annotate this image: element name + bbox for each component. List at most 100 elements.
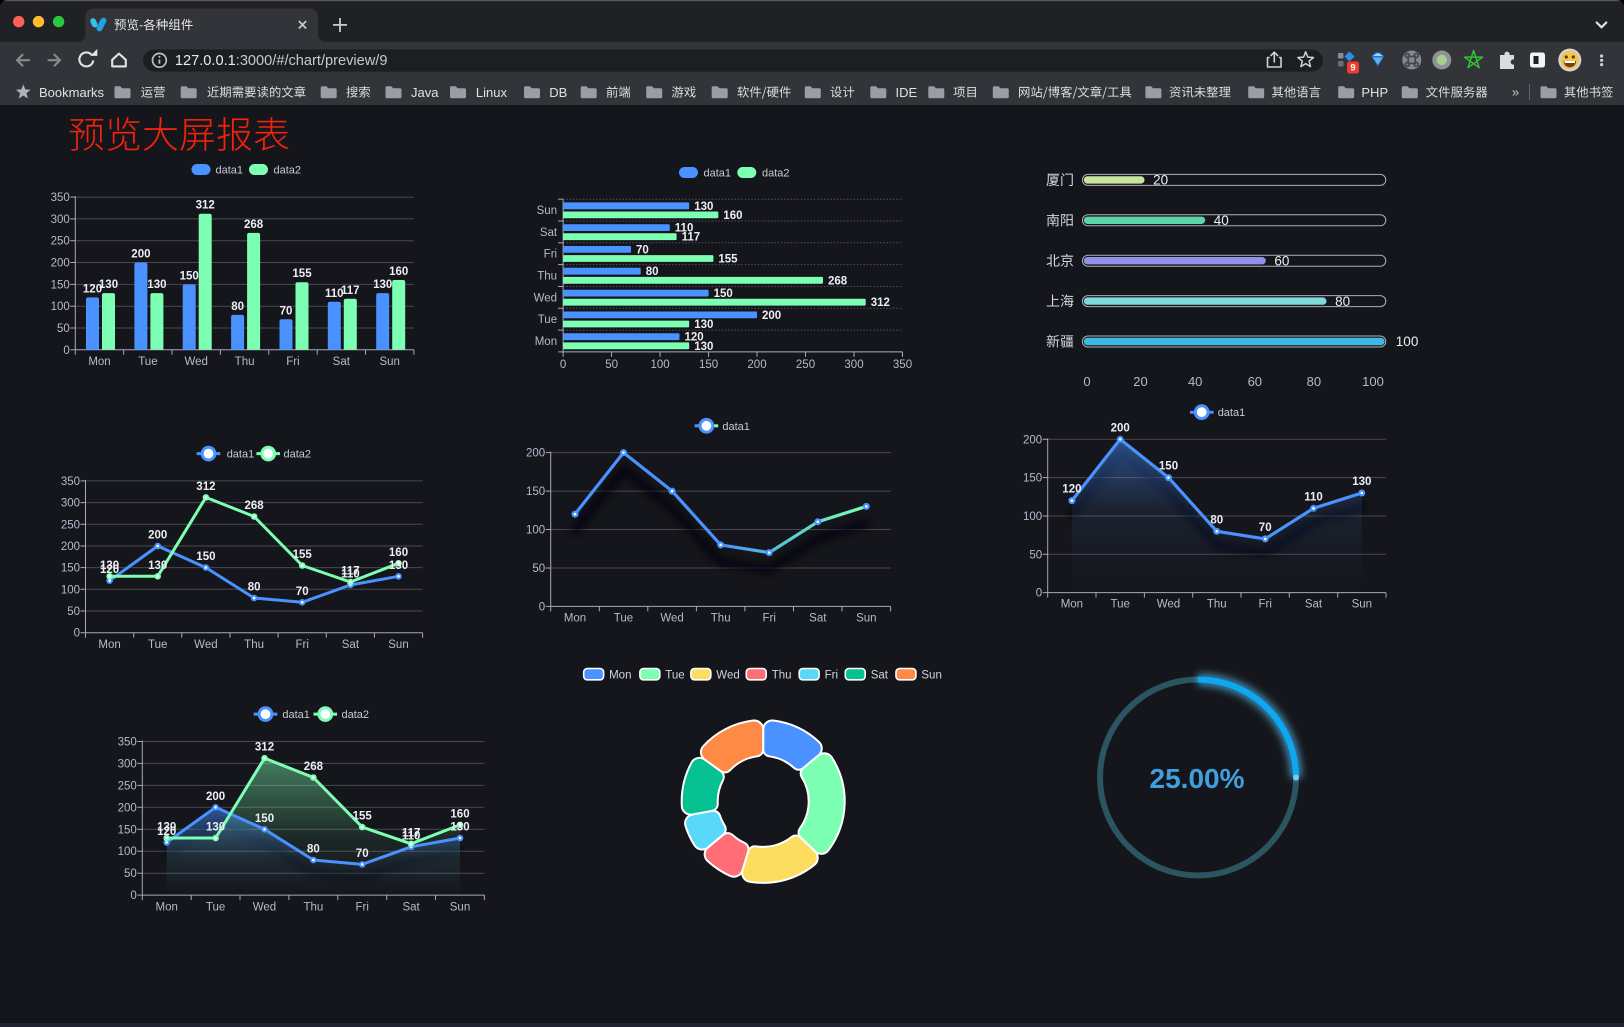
svg-text:200: 200 bbox=[762, 310, 781, 322]
svg-text:Tue: Tue bbox=[1111, 599, 1130, 611]
svg-text:70: 70 bbox=[1259, 522, 1272, 534]
svg-text:Thu: Thu bbox=[711, 613, 731, 625]
svg-text:150: 150 bbox=[180, 270, 199, 282]
svg-text:350: 350 bbox=[118, 737, 137, 749]
svg-text:Sat: Sat bbox=[333, 356, 351, 368]
svg-text:120: 120 bbox=[157, 826, 176, 838]
svg-text:25.00%: 25.00% bbox=[1150, 763, 1245, 794]
svg-text:117: 117 bbox=[402, 827, 421, 839]
svg-text:130: 130 bbox=[694, 341, 713, 353]
svg-text:Tue: Tue bbox=[138, 356, 157, 368]
svg-text:110: 110 bbox=[675, 223, 694, 235]
svg-text:Sat: Sat bbox=[809, 613, 827, 625]
svg-text:Fri: Fri bbox=[355, 902, 368, 914]
svg-text:160: 160 bbox=[389, 266, 408, 278]
svg-text:120: 120 bbox=[83, 283, 102, 295]
svg-text:130: 130 bbox=[147, 279, 166, 291]
svg-text:200: 200 bbox=[526, 448, 545, 460]
svg-text:150: 150 bbox=[255, 813, 274, 825]
svg-text:Thu: Thu bbox=[303, 902, 323, 914]
svg-text:100: 100 bbox=[1023, 511, 1042, 523]
svg-text:0: 0 bbox=[63, 345, 69, 357]
svg-text:130: 130 bbox=[694, 201, 713, 213]
svg-text:Tue: Tue bbox=[538, 314, 557, 326]
svg-text:130: 130 bbox=[99, 279, 118, 291]
svg-text:Thu: Thu bbox=[772, 669, 792, 681]
svg-text:Thu: Thu bbox=[537, 271, 557, 283]
svg-text:Tue: Tue bbox=[148, 639, 167, 651]
svg-text:268: 268 bbox=[245, 500, 265, 512]
svg-text:350: 350 bbox=[51, 192, 70, 204]
svg-text:120: 120 bbox=[685, 332, 704, 344]
svg-text:Sat: Sat bbox=[402, 902, 420, 914]
svg-text:80: 80 bbox=[307, 844, 320, 856]
svg-text:data2: data2 bbox=[762, 168, 790, 180]
svg-text:50: 50 bbox=[57, 323, 70, 335]
svg-text:Sun: Sun bbox=[1352, 599, 1372, 611]
svg-text:268: 268 bbox=[828, 275, 848, 287]
svg-text:Tue: Tue bbox=[614, 613, 633, 625]
svg-text:20: 20 bbox=[1133, 374, 1147, 389]
svg-text:Sat: Sat bbox=[540, 227, 558, 239]
svg-text:160: 160 bbox=[450, 808, 469, 820]
svg-text:50: 50 bbox=[1029, 549, 1042, 561]
svg-text:200: 200 bbox=[118, 802, 137, 814]
svg-text:200: 200 bbox=[747, 359, 766, 371]
svg-text:data1: data1 bbox=[1218, 407, 1246, 419]
svg-text:Sat: Sat bbox=[342, 639, 360, 651]
svg-text:Mon: Mon bbox=[88, 356, 110, 368]
svg-text:Wed: Wed bbox=[534, 292, 557, 304]
svg-text:150: 150 bbox=[699, 359, 718, 371]
svg-text:Mon: Mon bbox=[609, 669, 631, 681]
svg-text:117: 117 bbox=[341, 566, 360, 578]
svg-text:data1: data1 bbox=[282, 709, 310, 721]
svg-text:110: 110 bbox=[1304, 491, 1323, 503]
svg-text:130: 130 bbox=[1352, 476, 1371, 488]
svg-text:Java: Java bbox=[411, 85, 439, 100]
svg-text:0: 0 bbox=[560, 359, 566, 371]
svg-text:Sun: Sun bbox=[379, 356, 399, 368]
svg-text:250: 250 bbox=[51, 236, 70, 248]
svg-text:Mon: Mon bbox=[564, 613, 586, 625]
svg-text:200: 200 bbox=[51, 258, 70, 270]
svg-text:80: 80 bbox=[1335, 294, 1350, 309]
svg-text:0: 0 bbox=[1036, 588, 1042, 600]
svg-text:312: 312 bbox=[255, 742, 274, 754]
svg-text:40: 40 bbox=[1214, 213, 1229, 228]
svg-text:Wed: Wed bbox=[716, 669, 739, 681]
svg-text:data1: data1 bbox=[216, 165, 244, 177]
svg-text:250: 250 bbox=[796, 359, 815, 371]
svg-text:Bookmarks: Bookmarks bbox=[39, 85, 105, 100]
svg-text:0: 0 bbox=[74, 628, 80, 640]
svg-text:312: 312 bbox=[871, 297, 890, 309]
svg-text:70: 70 bbox=[280, 305, 293, 317]
svg-text:data1: data1 bbox=[722, 421, 750, 433]
svg-text:130: 130 bbox=[100, 560, 119, 572]
svg-text:Sun: Sun bbox=[388, 639, 408, 651]
svg-text:0: 0 bbox=[1083, 374, 1090, 389]
svg-text:200: 200 bbox=[131, 249, 150, 261]
svg-text:80: 80 bbox=[248, 582, 261, 594]
svg-text:Sun: Sun bbox=[921, 669, 941, 681]
svg-text:Thu: Thu bbox=[1207, 599, 1227, 611]
svg-text:Sat: Sat bbox=[871, 669, 889, 681]
svg-text:60: 60 bbox=[1248, 374, 1262, 389]
svg-text:117: 117 bbox=[682, 232, 701, 244]
svg-text:PHP: PHP bbox=[1361, 85, 1388, 100]
svg-text:Fri: Fri bbox=[825, 669, 838, 681]
svg-text:150: 150 bbox=[1023, 473, 1042, 485]
svg-text:0: 0 bbox=[130, 890, 136, 902]
svg-text:312: 312 bbox=[196, 200, 215, 212]
svg-text:50: 50 bbox=[124, 868, 137, 880]
svg-text:20: 20 bbox=[1153, 173, 1168, 188]
svg-text:100: 100 bbox=[1396, 334, 1419, 349]
svg-text:60: 60 bbox=[1274, 253, 1289, 268]
svg-text:80: 80 bbox=[646, 266, 659, 278]
svg-text:data2: data2 bbox=[274, 165, 302, 177]
svg-text:Thu: Thu bbox=[235, 356, 255, 368]
svg-text:250: 250 bbox=[61, 519, 80, 531]
svg-text:250: 250 bbox=[118, 780, 137, 792]
svg-text:Sun: Sun bbox=[450, 902, 470, 914]
svg-text:100: 100 bbox=[61, 584, 80, 596]
svg-text:200: 200 bbox=[1023, 434, 1042, 446]
